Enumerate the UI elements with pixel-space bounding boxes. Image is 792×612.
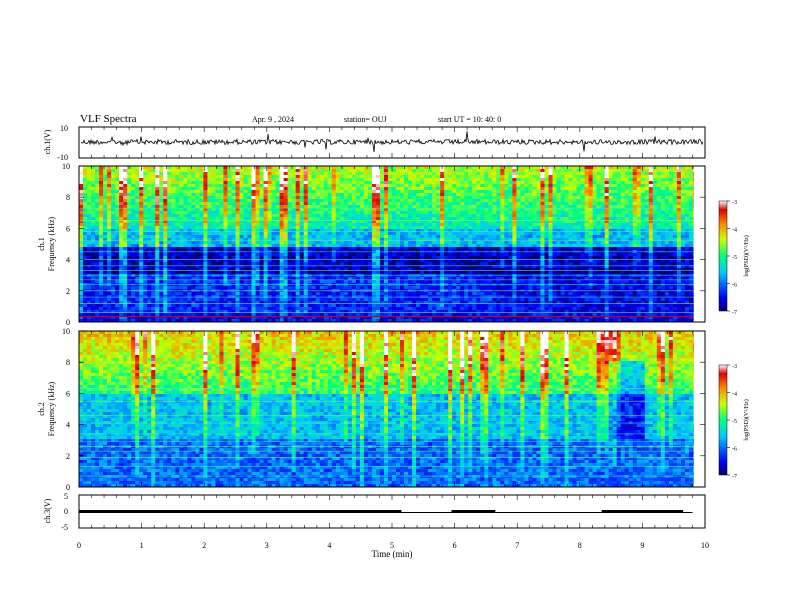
colorbar-tick-label: -3 bbox=[732, 200, 737, 206]
x-tick-labels: 0 1 2 3 4 5 6 7 8 9 10 bbox=[77, 541, 709, 550]
ch1-colorbar-label: log(PSD)(V²/Hz) bbox=[743, 235, 750, 276]
y-tick-label: 10 bbox=[62, 327, 70, 336]
colorbar-tick-label: -7 bbox=[732, 310, 737, 316]
y-tick-label: 0 bbox=[66, 483, 70, 492]
y-tick-label: 6 bbox=[66, 224, 70, 233]
y-tick-label: 8 bbox=[66, 358, 70, 367]
x-tick-label: 9 bbox=[640, 541, 644, 550]
colorbar-tick-label: -6 bbox=[732, 447, 737, 453]
x-tick-label: 1 bbox=[140, 541, 144, 550]
ch3-ytick-bottom: -5 bbox=[61, 523, 68, 532]
ch2-spec-ylabel-channel: ch.2 bbox=[37, 402, 46, 416]
x-tick-label: 8 bbox=[578, 541, 582, 550]
ch2-spec-ylabel-freq: Frequency (kHz) bbox=[47, 381, 56, 436]
x-tick-label: 5 bbox=[390, 541, 394, 550]
x-axis-label: Time (min) bbox=[372, 549, 413, 559]
ch1-spec-ylabel-freq: Frequency (kHz) bbox=[47, 216, 56, 271]
ch3-signal-panel: 5 0 -5 ch.3(V) bbox=[43, 492, 706, 532]
ch2-spectrogram-panel: 0 2 4 6 8 10 ch.2 Frequency (kHz) bbox=[37, 327, 706, 492]
ch3-ytick-mid: 0 bbox=[64, 507, 68, 516]
y-tick-label: 0 bbox=[66, 318, 70, 327]
ch1-waveform-panel: 10 -10 ch.1(V) bbox=[43, 124, 706, 162]
ch2-colorbar-label: log(PSD)(V²/Hz) bbox=[743, 399, 750, 440]
ch3-ylabel: ch.3(V) bbox=[43, 498, 52, 523]
figure-title: VLF Spectra bbox=[80, 113, 137, 125]
station-label: station= OUJ bbox=[344, 115, 387, 124]
ch1-waveform-trace bbox=[80, 131, 704, 153]
colorbar-tick-label: -3 bbox=[732, 364, 737, 370]
start-time-label: start UT = 10: 40: 0 bbox=[438, 115, 501, 124]
colorbar-tick-label: -4 bbox=[732, 228, 737, 234]
x-tick-label: 7 bbox=[515, 541, 519, 550]
y-tick-label: 2 bbox=[66, 452, 70, 461]
ch1-ytick-top: 10 bbox=[60, 124, 68, 133]
y-tick-label: 6 bbox=[66, 389, 70, 398]
colorbar-tick-label: -7 bbox=[732, 474, 737, 480]
ch2-colorbar: -3 -4 -5 -6 -7 log(PSD)(V²/Hz) bbox=[718, 364, 750, 480]
colorbar-tick-label: -4 bbox=[732, 392, 737, 398]
ch3-ytick-top: 5 bbox=[64, 492, 68, 501]
ch1-spectrogram-panel: 0 2 4 6 8 10 ch.1 Frequency (kHz) bbox=[37, 162, 706, 327]
ch1-colorbar: -3 -4 -5 -6 -7 log(PSD)(V²/Hz) bbox=[718, 200, 750, 316]
y-tick-label: 4 bbox=[66, 421, 70, 430]
y-tick-label: 4 bbox=[66, 256, 70, 265]
ch1-ytick-bottom: -10 bbox=[57, 153, 68, 162]
x-tick-label: 4 bbox=[327, 541, 331, 550]
x-tick-label: 0 bbox=[77, 541, 81, 550]
x-tick-label: 6 bbox=[453, 541, 457, 550]
x-tick-label: 10 bbox=[701, 541, 709, 550]
colorbar-tick-label: -5 bbox=[732, 419, 737, 425]
ch1-ylabel: ch.1(V) bbox=[43, 129, 52, 154]
colorbar-tick-label: -6 bbox=[732, 283, 737, 289]
date-label: Apr. 9 , 2024 bbox=[252, 115, 294, 124]
x-tick-label: 2 bbox=[202, 541, 206, 550]
colorbar-tick-label: -5 bbox=[732, 255, 737, 261]
ch1-spec-ylabel-channel: ch.1 bbox=[37, 237, 46, 251]
y-tick-label: 2 bbox=[66, 287, 70, 296]
y-tick-label: 8 bbox=[66, 193, 70, 202]
y-tick-label: 10 bbox=[62, 162, 70, 171]
x-tick-label: 3 bbox=[265, 541, 269, 550]
